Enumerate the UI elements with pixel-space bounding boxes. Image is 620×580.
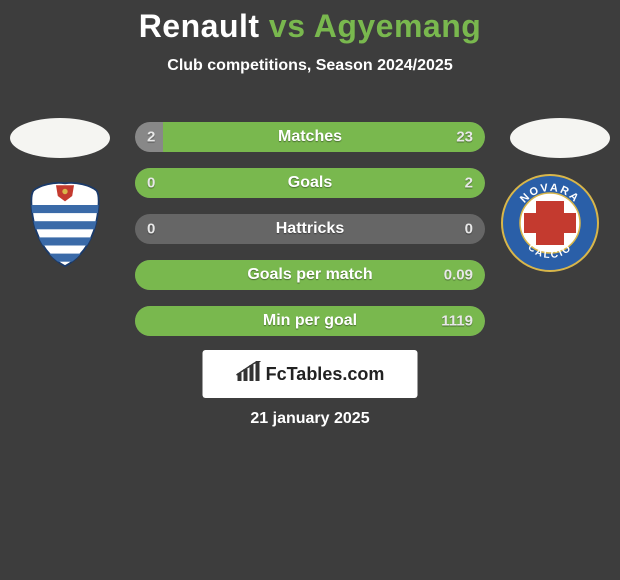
stat-value-right: 1119 [441, 313, 473, 330]
stat-row: Goals per match 0.09 [135, 260, 485, 290]
stat-value-right: 0.09 [444, 267, 473, 284]
stat-label: Goals [288, 174, 332, 192]
stat-label: Hattricks [276, 220, 344, 238]
stat-value-right: 23 [456, 129, 473, 146]
player2-avatar-placeholder [510, 118, 610, 158]
player2-name: Agyemang [314, 8, 482, 44]
stat-row: 2 Matches 23 [135, 122, 485, 152]
shield-stripes-icon [20, 178, 110, 268]
stat-row: 0 Goals 2 [135, 168, 485, 198]
stat-value-left: 2 [147, 129, 155, 146]
stat-row: 0 Hattricks 0 [135, 214, 485, 244]
stat-value-right: 0 [465, 221, 473, 238]
comparison-title: Renault vs Agyemang [0, 8, 620, 45]
stat-row: Min per goal 1119 [135, 306, 485, 336]
brand-box: FcTables.com [203, 350, 418, 398]
round-crest-icon: NOVARA CALCIO [500, 173, 600, 273]
brand-text: FcTables.com [266, 364, 385, 385]
stat-value-left: 0 [147, 175, 155, 192]
date-line: 21 january 2025 [0, 410, 620, 428]
bar-chart-icon [236, 361, 262, 388]
stats-container: 2 Matches 23 0 Goals 2 0 Hattricks 0 Goals per ma… [135, 122, 485, 352]
subtitle: Club competitions, Season 2024/2025 [0, 57, 620, 75]
stat-label: Min per goal [263, 312, 357, 330]
player2-club-badge: NOVARA CALCIO [500, 178, 600, 268]
player1-club-badge [20, 178, 120, 268]
stat-label: Matches [278, 128, 342, 146]
player1-avatar-placeholder [10, 118, 110, 158]
player1-name: Renault [139, 8, 260, 44]
stat-value-left: 0 [147, 221, 155, 238]
stat-label: Goals per match [247, 266, 372, 284]
title-vs: vs [269, 8, 306, 44]
stat-value-right: 2 [465, 175, 473, 192]
